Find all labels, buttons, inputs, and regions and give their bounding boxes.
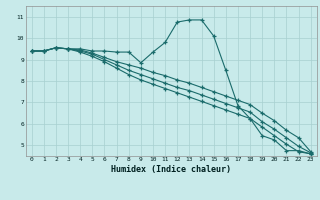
- X-axis label: Humidex (Indice chaleur): Humidex (Indice chaleur): [111, 165, 231, 174]
